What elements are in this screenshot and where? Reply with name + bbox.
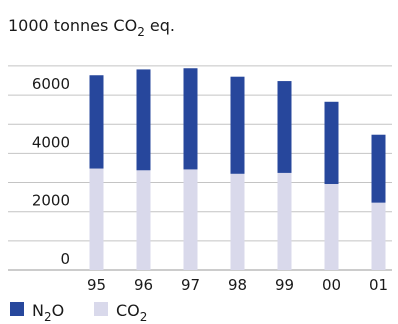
y-axis-unit-label: 1000 tonnes CO2 eq.: [8, 16, 175, 39]
x-tick-label: 98: [228, 276, 247, 294]
x-tick-label: 97: [181, 276, 200, 294]
bar-segment: [324, 183, 339, 270]
legend-label: N2O: [32, 301, 64, 324]
bar-segment: [183, 68, 198, 170]
bar-segment: [89, 168, 104, 270]
bar-segment: [277, 81, 292, 173]
gridlines: [8, 65, 392, 271]
y-axis-unit-subscript: 2: [137, 25, 145, 39]
bar-segment: [371, 202, 386, 270]
y-axis-unit-prefix: 1000 tonnes CO: [8, 16, 137, 35]
x-tick-label: 01: [369, 276, 388, 294]
bars: [89, 68, 386, 270]
x-tick-label: 96: [134, 276, 153, 294]
y-tick-label: 6000: [32, 75, 70, 93]
x-tick-label: 99: [275, 276, 294, 294]
legend: N2O CO2: [10, 301, 147, 324]
bar-segment: [136, 170, 151, 270]
y-axis-unit-suffix: eq.: [145, 16, 175, 35]
y-tick-label: 4000: [32, 133, 70, 151]
bar-segment: [230, 173, 245, 270]
x-tick-labels: 95 96 97 98 99 00 01: [87, 276, 388, 294]
y-tick-labels: 0 2000 4000 6000: [32, 75, 70, 268]
bar-segment: [324, 101, 339, 184]
x-tick-label: 95: [87, 276, 106, 294]
y-tick-label: 0: [60, 250, 70, 268]
y-tick-label: 2000: [32, 192, 70, 210]
bar-segment: [89, 75, 104, 169]
x-tick-label: 00: [322, 276, 341, 294]
bar-segment: [183, 169, 198, 270]
bar-segment: [277, 172, 292, 270]
bar-segment: [136, 69, 151, 171]
legend-swatch: [94, 302, 108, 316]
legend-swatch: [10, 302, 24, 316]
bar-segment: [371, 134, 386, 203]
bar-segment: [230, 76, 245, 174]
legend-label: CO2: [116, 301, 147, 324]
